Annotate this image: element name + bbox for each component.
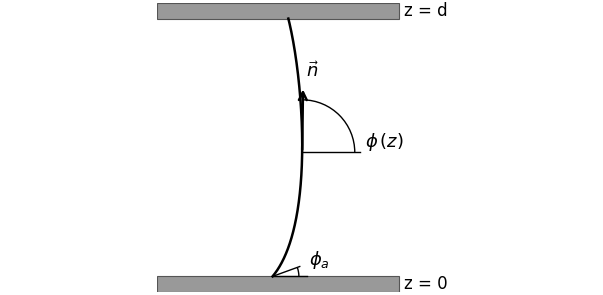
Text: $\phi\,(z)$: $\phi\,(z)$ (365, 131, 404, 153)
Text: z = 0: z = 0 (404, 275, 447, 293)
Text: $\vec{n}$: $\vec{n}$ (306, 62, 318, 81)
Bar (157, 276, 399, 292)
Bar (157, 3, 399, 19)
Text: $\phi_a$: $\phi_a$ (309, 249, 330, 271)
Text: z = d: z = d (404, 2, 447, 20)
